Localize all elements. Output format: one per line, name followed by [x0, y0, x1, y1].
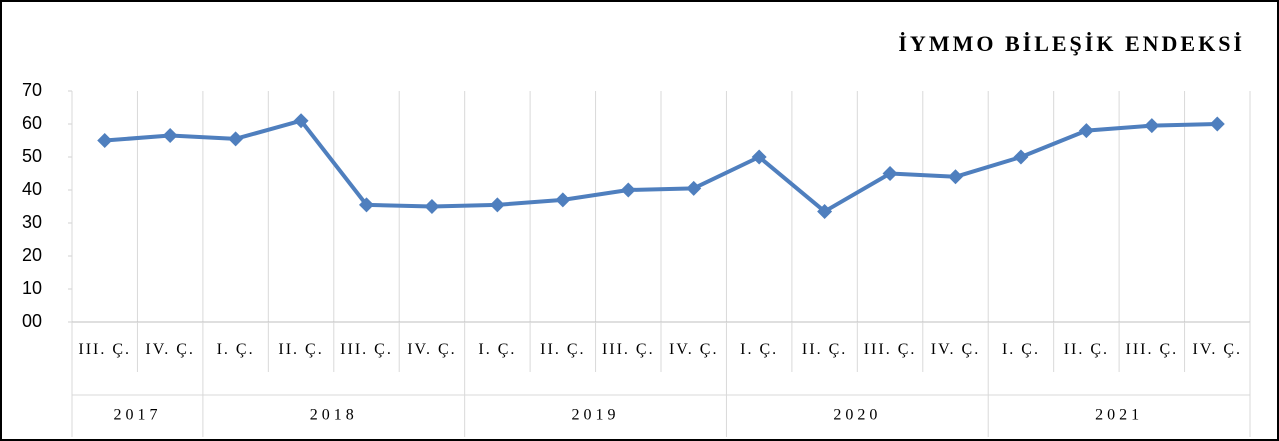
x-tick-label: IV. Ç. — [930, 341, 981, 358]
data-point — [948, 169, 963, 185]
data-point — [882, 166, 898, 181]
x-tick-label: I. Ç. — [740, 341, 779, 358]
data-line — [104, 118, 1218, 214]
y-tick-label: 00 — [22, 311, 42, 331]
y-tick-label: 40 — [22, 179, 42, 199]
x-tick-label: II. Ç. — [278, 341, 324, 358]
data-point — [1209, 116, 1225, 132]
data-point — [1078, 123, 1094, 139]
x-tick-label: IV. Ç. — [668, 341, 719, 358]
x-tick-label: I. Ç. — [216, 341, 255, 358]
y-tick-label: 60 — [22, 113, 42, 133]
x-tick-label: III. Ç. — [1125, 341, 1179, 358]
x-tick-label: III. Ç. — [601, 341, 655, 358]
data-point — [751, 149, 767, 165]
data-point — [686, 180, 702, 196]
group-label: 2019 — [572, 407, 620, 424]
y-tick-label: 70 — [22, 80, 42, 100]
x-tick-label: II. Ç. — [801, 341, 848, 358]
y-tick-label: 10 — [22, 278, 42, 298]
x-tick-label: IV. Ç. — [145, 341, 195, 358]
data-point — [555, 192, 571, 208]
y-tick-label: 30 — [22, 212, 42, 232]
x-tick-label: II. Ç. — [540, 341, 586, 358]
data-point — [1144, 118, 1160, 134]
x-tick-label: III. Ç. — [340, 341, 393, 358]
data-point — [97, 133, 113, 148]
x-tick-label: III. Ç. — [863, 341, 917, 358]
x-tick-label: III. Ç. — [78, 341, 132, 358]
x-tick-label: I. Ç. — [1001, 341, 1040, 358]
x-tick-label: II. Ç. — [1063, 341, 1110, 358]
x-tick-label: IV. Ç. — [407, 341, 457, 358]
group-label: 2020 — [833, 407, 881, 424]
data-point — [1013, 149, 1029, 165]
data-point — [228, 131, 244, 147]
x-tick-label: I. Ç. — [478, 341, 517, 358]
data-point — [293, 113, 309, 129]
data-point — [162, 128, 178, 144]
data-point — [620, 182, 636, 198]
data-point — [424, 199, 440, 214]
data-point — [359, 197, 374, 213]
group-label: 2021 — [1095, 407, 1143, 424]
chart-title: İYMMO BİLEŞİK ENDEKSİ — [898, 31, 1245, 56]
y-tick-label: 20 — [22, 245, 42, 265]
group-label: 2017 — [113, 407, 161, 424]
group-label: 2018 — [310, 407, 358, 424]
data-point — [489, 197, 505, 213]
y-tick-label: 50 — [22, 146, 42, 166]
data-point — [817, 203, 833, 219]
x-tick-label: IV. Ç. — [1192, 341, 1243, 358]
